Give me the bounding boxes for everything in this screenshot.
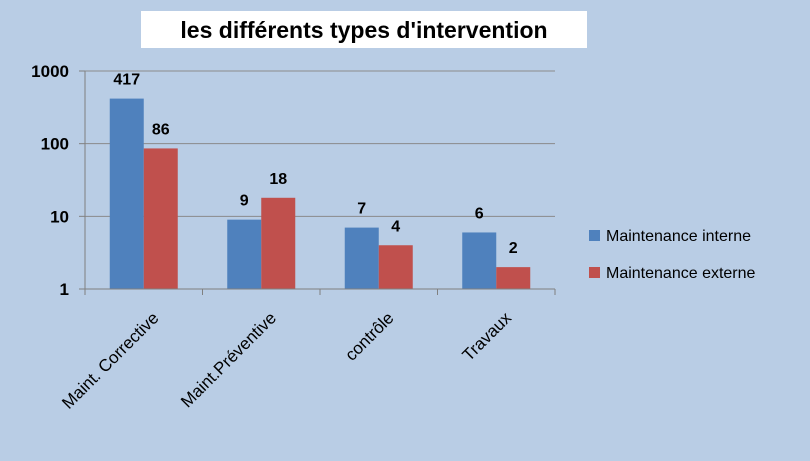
legend: Maintenance interne Maintenance externe (589, 228, 756, 282)
y-axis: 1 10 100 1000 (31, 62, 86, 299)
bar-interne (227, 219, 262, 289)
legend-swatch (589, 267, 600, 278)
data-labels: 417 9 7 6 86 18 4 2 (113, 72, 517, 258)
bar-externe (143, 148, 178, 289)
x-category-label: Travaux (459, 308, 516, 365)
x-category-label: Maint. Corrective (58, 308, 162, 412)
bar-interne (462, 232, 497, 289)
data-label: 6 (475, 205, 484, 222)
y-tick-label: 10 (50, 207, 69, 226)
y-tick-label: 1000 (31, 62, 69, 81)
x-category-label: contrôle (341, 308, 397, 364)
chart-title: les différents types d'intervention (180, 17, 547, 43)
data-label: 7 (357, 201, 366, 218)
data-label: 4 (391, 218, 400, 235)
data-label: 18 (269, 171, 287, 188)
legend-swatch (589, 230, 600, 241)
x-category-label: Maint.Préventive (177, 308, 280, 411)
y-tick-label: 1 (60, 280, 69, 299)
bar-interne (344, 227, 379, 289)
y-tick-label: 100 (41, 135, 69, 154)
bar-externe (378, 245, 413, 289)
x-axis: Maint. Corrective Maint.Préventive contrôl… (58, 288, 556, 413)
chart-title-group: les différents types d'intervention (141, 11, 587, 48)
bar-externe (496, 267, 531, 289)
legend-label: Maintenance externe (606, 265, 756, 282)
data-label: 9 (240, 193, 249, 210)
data-label: 2 (509, 240, 518, 257)
bars (109, 98, 531, 289)
chart-title-background (141, 11, 587, 48)
data-label: 417 (113, 72, 140, 89)
bar-interne (109, 98, 144, 289)
legend-label: Maintenance interne (606, 228, 751, 245)
data-label: 86 (152, 121, 170, 138)
bar-externe (261, 197, 296, 289)
